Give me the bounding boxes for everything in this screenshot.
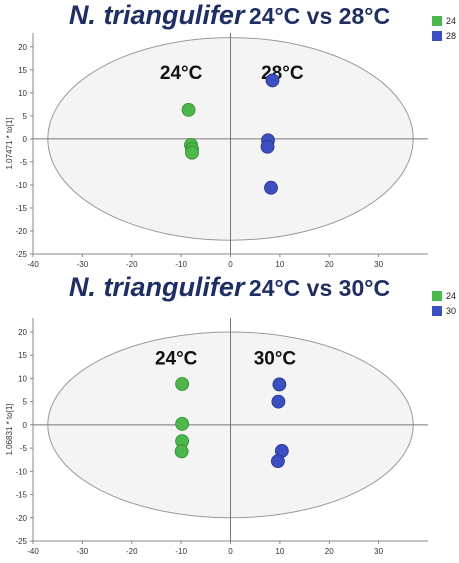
- chart-title: N. triangulifer 24°C vs 30°C: [0, 272, 459, 303]
- data-point: [270, 454, 285, 468]
- x-tick-label: 30: [374, 547, 383, 556]
- title-species: N. triangulifer: [68, 0, 245, 30]
- x-tick-label: -30: [77, 260, 89, 269]
- legend-swatch: [432, 30, 442, 41]
- scatter-plot: 20 15 10 5 0 -5 -10 -15 -20 -25-40 -30 -20 -10 0 10 20 3…: [5, 33, 428, 269]
- x-tick-label: -10: [175, 260, 187, 269]
- y-tick-label: -20: [15, 514, 27, 523]
- y-tick-label: 10: [18, 374, 27, 383]
- data-point: [175, 377, 190, 391]
- y-tick-label: -5: [20, 158, 28, 167]
- scatter-plot: 20 15 10 5 0 -5 -10 -15 -20 -25-40 -30 -20 -10 0 10 20 3…: [5, 318, 428, 556]
- y-tick-label: 20: [18, 328, 27, 337]
- y-tick-label: -25: [15, 250, 27, 259]
- data-point: [271, 394, 286, 409]
- y-tick-label: -15: [15, 204, 27, 213]
- data-point: [181, 102, 196, 117]
- data-point: [272, 377, 287, 392]
- y-tick-label: 0: [23, 421, 28, 430]
- x-tick-label: -20: [126, 547, 138, 556]
- title-comparison: 24°C vs 28°C: [248, 3, 391, 29]
- x-tick-label: 10: [275, 260, 284, 269]
- legend-swatch: [432, 305, 442, 316]
- legend-label: 28: [446, 30, 457, 41]
- x-tick-label: -40: [27, 260, 39, 269]
- x-tick-label: 20: [325, 547, 334, 556]
- y-tick-label: 5: [23, 112, 28, 121]
- y-tick-label: 0: [23, 135, 28, 144]
- legend-entry: 30: [432, 303, 456, 318]
- legend-swatch: [432, 290, 442, 301]
- legend-swatch: [432, 15, 442, 26]
- legend-entry: 28: [432, 28, 456, 43]
- data-point: [260, 139, 275, 154]
- x-tick-label: -30: [77, 547, 89, 556]
- x-tick-label: 0: [228, 547, 233, 556]
- title-species: N. triangulifer: [68, 272, 245, 302]
- y-tick-label: -25: [15, 537, 27, 546]
- data-point: [175, 417, 190, 431]
- y-axis-label: 1.07471 * to[1]: [5, 117, 14, 169]
- legend-label: 30: [446, 305, 457, 316]
- chart-title: N. triangulifer 24°C vs 28°C: [0, 0, 459, 31]
- legend-entry: 24: [432, 13, 456, 28]
- y-tick-label: 10: [18, 89, 27, 98]
- group-label: 24°C: [155, 348, 198, 369]
- legend-label: 24: [446, 15, 457, 26]
- y-tick-label: -15: [15, 491, 27, 500]
- data-point: [264, 180, 278, 195]
- x-tick-label: 0: [228, 260, 233, 269]
- y-tick-label: 15: [18, 66, 27, 75]
- y-tick-label: 20: [18, 43, 27, 52]
- y-axis-label: 1.06831 * to[1]: [5, 403, 14, 455]
- group-label: 24°C: [160, 63, 203, 84]
- x-tick-label: -40: [27, 547, 39, 556]
- title-comparison: 24°C vs 30°C: [248, 275, 391, 301]
- y-tick-label: -5: [20, 444, 28, 453]
- y-tick-label: -10: [15, 467, 27, 476]
- y-tick-label: 15: [18, 351, 27, 360]
- x-tick-label: 20: [325, 260, 334, 269]
- legend: 24 30: [432, 288, 456, 318]
- y-tick-label: -10: [15, 181, 27, 190]
- x-tick-label: 10: [275, 547, 284, 556]
- x-tick-label: -10: [175, 547, 187, 556]
- group-label: 30°C: [254, 348, 297, 369]
- legend-label: 24: [446, 290, 457, 301]
- data-point: [185, 145, 199, 160]
- x-tick-label: 30: [374, 260, 383, 269]
- data-point: [174, 444, 189, 459]
- legend: 24 28: [432, 13, 456, 43]
- y-tick-label: -20: [15, 227, 27, 236]
- y-tick-label: 5: [23, 398, 28, 407]
- chart-panel-1: N. triangulifer 24°C vs 28°C 20 15 10 5 0 -5 -…: [0, 0, 459, 276]
- data-point: [265, 73, 280, 88]
- x-tick-label: -20: [126, 260, 138, 269]
- chart-panel-2: N. triangulifer 24°C vs 30°C 20 15 10 5 0 -5 -…: [0, 272, 459, 563]
- legend-entry: 24: [432, 288, 456, 303]
